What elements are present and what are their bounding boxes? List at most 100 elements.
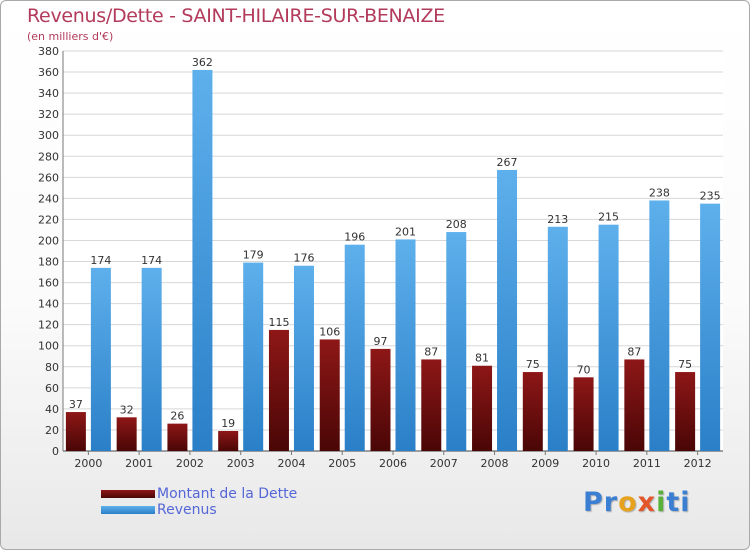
data-label-debt: 70 (577, 363, 591, 376)
y-tick-label: 60 (45, 382, 59, 395)
bar-revenue (446, 232, 467, 451)
data-label-revenue: 196 (344, 231, 365, 244)
data-label-revenue: 174 (141, 254, 162, 267)
logo-part-5: ti (666, 487, 691, 518)
x-tick-label: 2011 (633, 457, 661, 470)
data-label-debt: 106 (319, 325, 340, 338)
y-tick-label: 260 (38, 171, 59, 184)
y-tick-label: 280 (38, 150, 59, 163)
x-tick-label: 2004 (277, 457, 305, 470)
data-label-debt: 37 (69, 398, 83, 411)
grid-layer (63, 50, 723, 452)
bars-layer (65, 69, 721, 452)
data-label-debt: 26 (170, 410, 184, 423)
x-tick-label: 2002 (176, 457, 204, 470)
data-label-debt: 81 (475, 352, 489, 365)
bar-revenue (700, 203, 721, 451)
plot-area (63, 51, 723, 451)
bar-debt (167, 423, 188, 451)
legend-swatch-revenue (101, 506, 155, 514)
labels-layer: 37 174 32 174 26 362 19 179 115 176 106 196 97 201 87 2… (69, 56, 721, 430)
data-label-revenue: 362 (192, 56, 213, 69)
y-tick-label: 140 (38, 298, 59, 311)
logo-part-1: Pr (583, 487, 619, 518)
x-tick-label: 2007 (430, 457, 458, 470)
data-label-revenue: 176 (293, 252, 314, 265)
data-label-debt: 87 (627, 345, 641, 358)
data-label-revenue: 238 (649, 186, 670, 199)
data-label-debt: 87 (424, 345, 438, 358)
bar-debt (116, 417, 137, 451)
bar-revenue (192, 69, 213, 452)
y-tick-label: 180 (38, 256, 59, 269)
bar-revenue (497, 169, 518, 451)
bar-revenue (141, 267, 162, 451)
data-label-debt: 97 (374, 335, 388, 348)
bar-revenue (293, 265, 314, 451)
data-label-debt: 75 (678, 358, 692, 371)
proxiti-logo: Proxiti (583, 487, 691, 518)
data-label-debt: 115 (268, 316, 289, 329)
y-tick-label: 0 (52, 445, 59, 458)
data-label-debt: 19 (221, 417, 235, 430)
bar-revenue (598, 224, 619, 451)
y-tick-label: 120 (38, 319, 59, 332)
data-label-revenue: 208 (446, 218, 467, 231)
data-label-revenue: 215 (598, 211, 619, 224)
bar-revenue (395, 239, 416, 451)
logo-part-4: i (656, 487, 667, 518)
data-label-revenue: 235 (700, 190, 721, 203)
bar-debt (421, 359, 442, 451)
bar-debt (319, 339, 340, 451)
x-tick-label: 2010 (582, 457, 610, 470)
y-tick-label: 100 (38, 340, 59, 353)
bar-revenue (243, 262, 264, 451)
data-label-revenue: 174 (90, 254, 111, 267)
x-tick-label: 2009 (531, 457, 559, 470)
bar-debt (218, 431, 239, 451)
bar-debt (522, 372, 543, 451)
data-label-revenue: 213 (547, 213, 568, 226)
y-tick-label: 40 (45, 403, 59, 416)
bar-debt (65, 412, 86, 451)
y-tick-label: 320 (38, 108, 59, 121)
y-tick-label: 200 (38, 234, 59, 247)
legend-label-revenue: Revenus (157, 502, 217, 518)
chart-subtitle: (en milliers d'€) (27, 30, 114, 43)
y-tick-label: 240 (38, 192, 59, 205)
x-tick-label: 2001 (125, 457, 153, 470)
bar-debt (370, 348, 391, 451)
y-tick-label: 340 (38, 87, 59, 100)
x-tick-label: 2006 (379, 457, 407, 470)
logo-part-2: o (618, 487, 638, 518)
x-tick-label: 2008 (481, 457, 509, 470)
x-tick-label: 2000 (74, 457, 102, 470)
bar-debt (573, 377, 594, 451)
data-label-debt: 32 (120, 403, 134, 416)
bar-debt (472, 365, 493, 451)
y-tick-label: 20 (45, 424, 59, 437)
x-tick-label: 2005 (328, 457, 356, 470)
y-tick-label: 380 (38, 45, 59, 58)
y-tick-label: 300 (38, 129, 59, 142)
logo-part-3: x (637, 487, 657, 518)
bar-debt (624, 359, 645, 451)
data-label-revenue: 179 (243, 249, 264, 262)
data-label-revenue: 267 (497, 156, 518, 169)
data-label-revenue: 201 (395, 225, 416, 238)
chart-title: Revenus/Dette - SAINT-HILAIRE-SUR-BENAIZ… (27, 5, 445, 27)
y-tick-label: 160 (38, 277, 59, 290)
y-tick-label: 220 (38, 213, 59, 226)
axis-layer: 0 20 40 60 80 100 120 140 160 180 200 220 240 260 280 3… (38, 45, 712, 470)
data-label-debt: 75 (526, 358, 540, 371)
bar-revenue (649, 200, 670, 451)
bar-revenue (90, 267, 111, 451)
legend-swatch-debt (101, 490, 155, 498)
bar-debt (268, 329, 289, 451)
legend-label-debt: Montant de la Dette (157, 486, 298, 502)
x-tick-label: 2012 (684, 457, 712, 470)
y-tick-label: 360 (38, 66, 59, 79)
bar-debt (675, 372, 696, 451)
